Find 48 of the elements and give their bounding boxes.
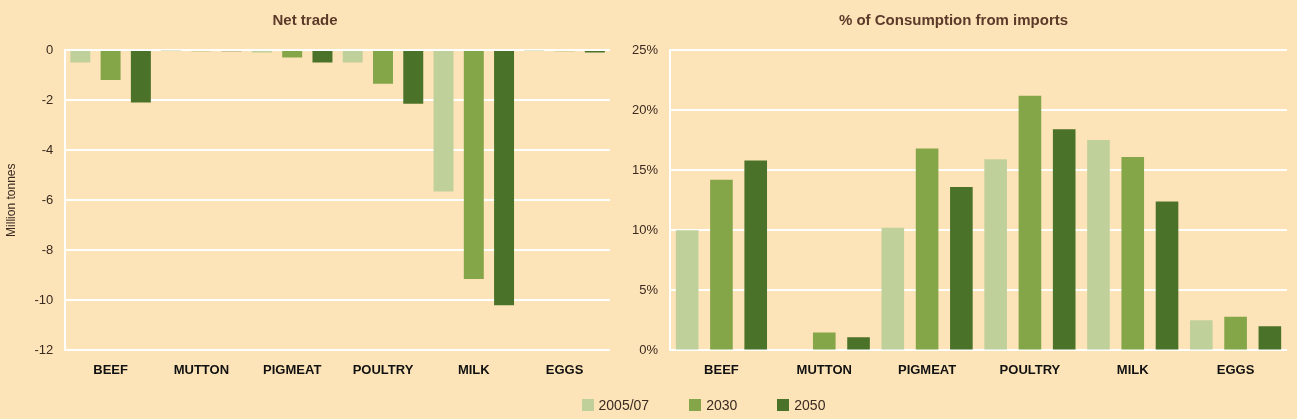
y-tick-label: -12 (34, 341, 54, 357)
y-tick-label: 10% (631, 221, 659, 237)
x-tick-label: PIGMEAT (263, 361, 322, 377)
y-tick-label: 15% (631, 161, 659, 177)
chart-title: Net trade (272, 11, 338, 29)
x-tick-label: PIGMEAT (897, 361, 957, 377)
y-tick-label: -8 (41, 241, 54, 257)
bar (1121, 156, 1145, 350)
bar (1155, 201, 1179, 350)
y-tick-label: 0% (639, 341, 659, 357)
bar (1052, 129, 1076, 350)
x-tick-label: MILK (457, 361, 491, 377)
y-tick-label: 25% (631, 41, 659, 57)
x-tick-label: BEEF (704, 361, 739, 377)
bar (881, 227, 905, 350)
legend-label: 2030 (706, 396, 738, 413)
y-tick-label: -6 (41, 191, 54, 207)
chart-title: % of Consumption from imports (838, 11, 1069, 29)
x-tick-label: EGGS (545, 361, 584, 377)
bar (1087, 140, 1110, 350)
bar (1258, 326, 1282, 350)
y-tick-label: 20% (631, 101, 659, 117)
bar (1190, 320, 1213, 350)
bar (915, 148, 939, 350)
bar (950, 186, 973, 350)
x-tick-label: BEEF (93, 361, 128, 377)
bar (675, 230, 699, 350)
x-tick-label: EGGS (1216, 361, 1255, 377)
y-tick-label: -4 (41, 141, 54, 157)
x-tick-label: MILK (1116, 361, 1150, 377)
bar (812, 332, 836, 350)
x-tick-label: POULTRY (999, 361, 1061, 377)
y-tick-label: -10 (34, 291, 54, 307)
legend-label: 2050 (794, 396, 826, 413)
x-tick-label: POULTRY (352, 361, 414, 377)
bar (984, 159, 1007, 350)
y-tick-label: -2 (41, 91, 54, 107)
bar (1018, 95, 1042, 350)
bar (1224, 316, 1247, 350)
y-tick-label: 5% (639, 281, 659, 297)
x-tick-label: MUTTON (796, 361, 852, 377)
legend-label: 2005/07 (598, 396, 650, 413)
x-tick-label: MUTTON (173, 361, 230, 377)
bar (744, 160, 768, 350)
bar (710, 179, 733, 350)
bar (847, 337, 870, 350)
y-axis-title: Million tonnes (3, 163, 18, 237)
y-tick-label: 0 (45, 41, 54, 57)
